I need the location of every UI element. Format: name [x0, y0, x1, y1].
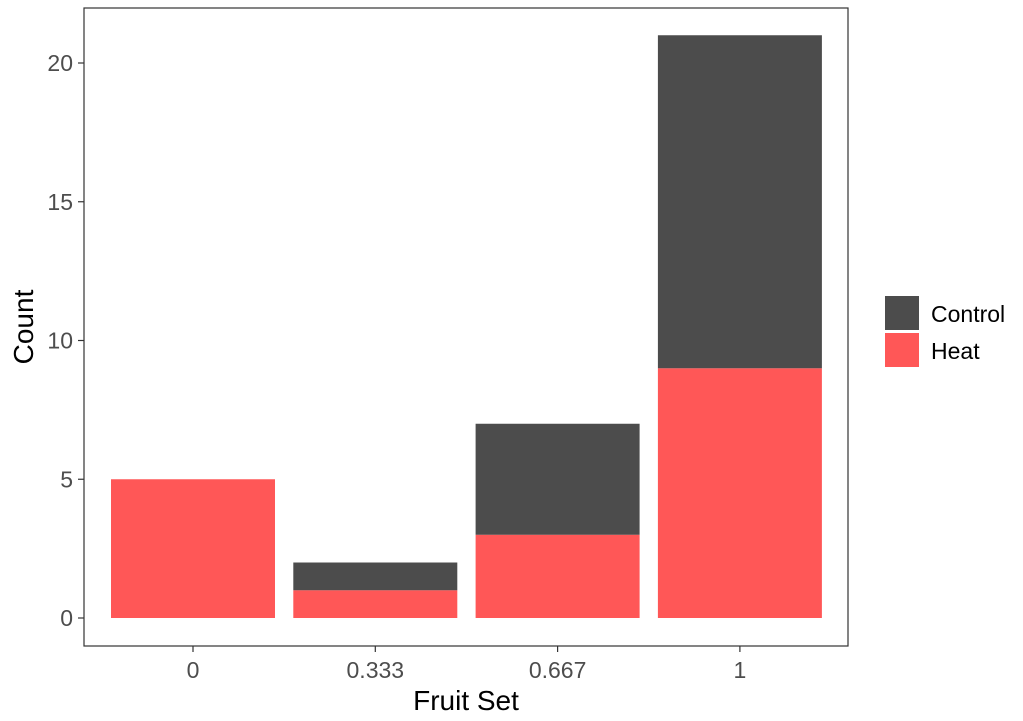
legend-label-heat: Heat: [931, 338, 980, 364]
legend-label-control: Control: [931, 301, 1005, 327]
y-axis-title: Count: [8, 289, 39, 364]
y-tick-label: 10: [47, 328, 73, 354]
y-axis: 0 5 10 15 20: [47, 50, 84, 631]
legend-key-control: [885, 296, 919, 330]
bar-heat: [111, 479, 275, 618]
x-axis-title: Fruit Set: [413, 685, 519, 716]
legend-key-heat: [885, 333, 919, 367]
y-tick-label: 5: [60, 466, 73, 492]
x-tick-label: 0: [187, 657, 200, 683]
x-tick-label: 0.333: [347, 657, 405, 683]
x-tick-label: 1: [734, 657, 747, 683]
bar-control: [475, 423, 640, 535]
y-tick-label: 15: [47, 189, 73, 215]
bar-heat: [475, 534, 640, 618]
x-axis: 0 0.333 0.667 1: [187, 646, 747, 683]
x-tick-label: 0.667: [529, 657, 587, 683]
bars-layer: [111, 35, 822, 618]
bar-control: [293, 562, 458, 591]
legend: Control Heat: [885, 296, 1005, 367]
y-tick-label: 20: [47, 50, 73, 76]
bar-heat: [657, 368, 822, 618]
bar-control: [657, 35, 822, 369]
y-tick-label: 0: [60, 605, 73, 631]
bar-heat: [293, 590, 458, 618]
